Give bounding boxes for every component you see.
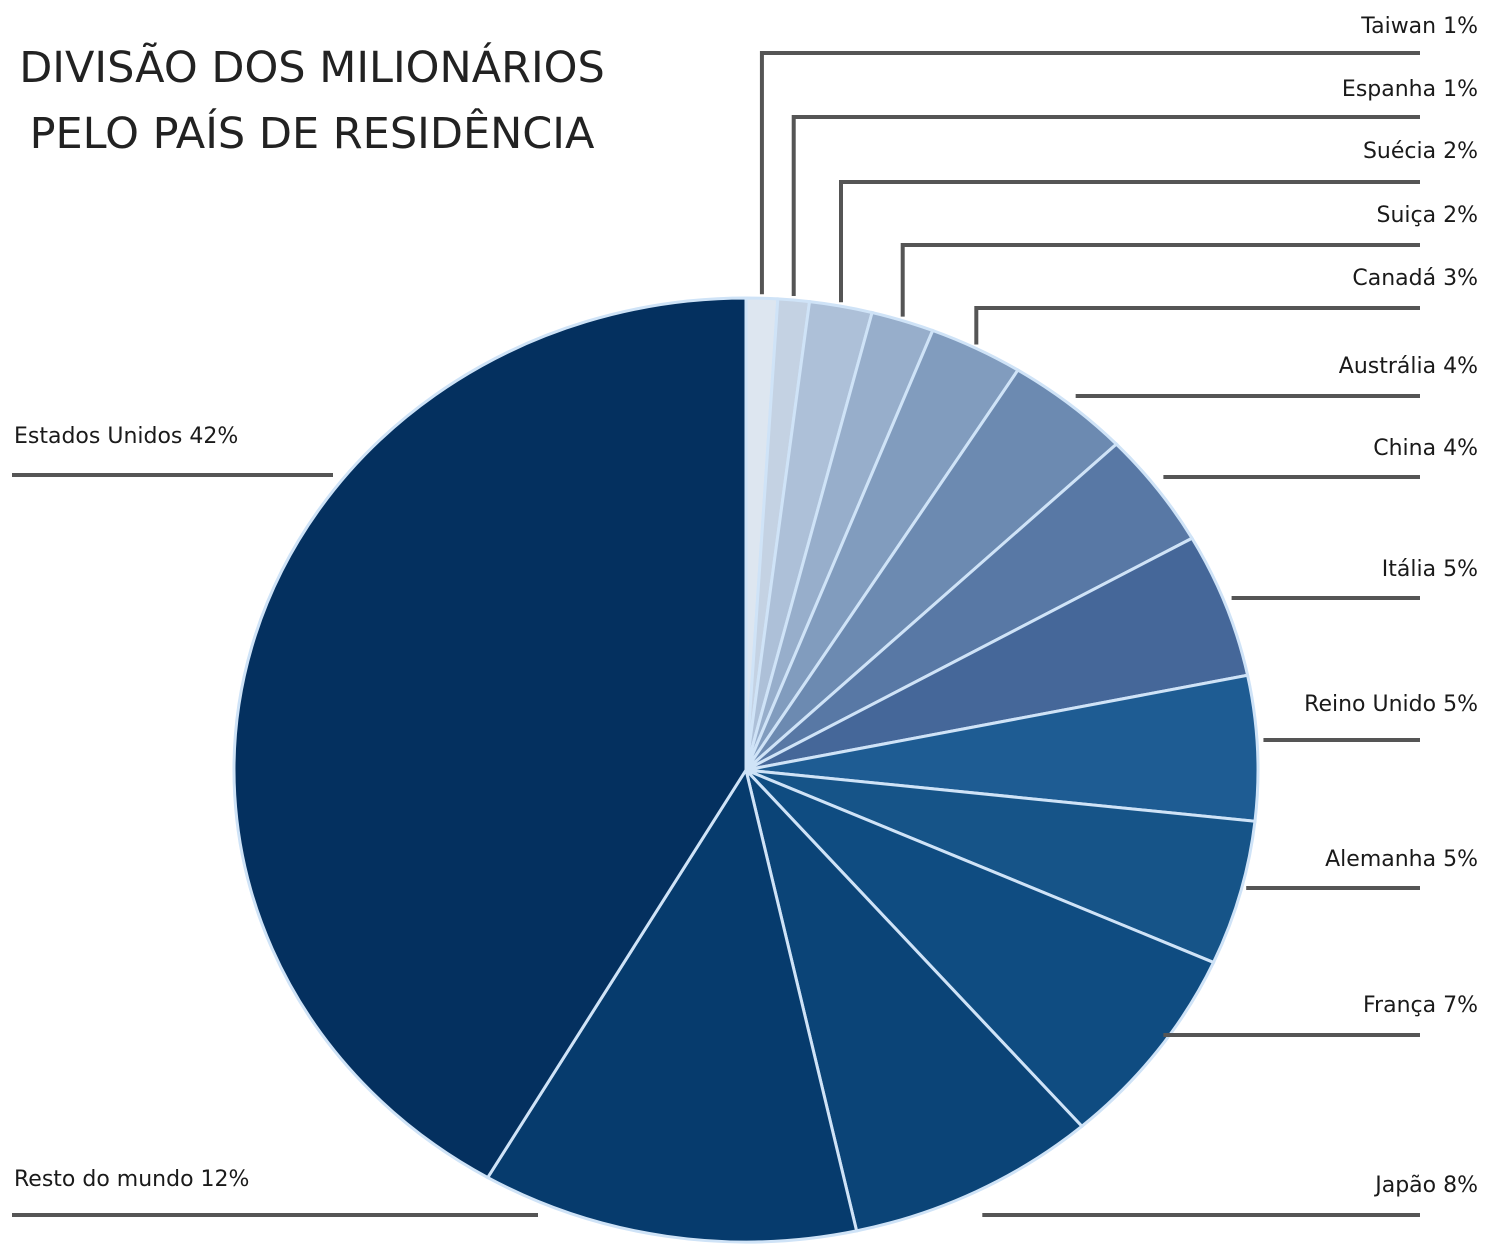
leader-lines bbox=[12, 51, 1420, 1217]
pie-slice-resto-do-mundo-12 bbox=[485, 766, 859, 1244]
chart-title-line-2: PELO PAÍS DE RESIDÊNCIA bbox=[30, 108, 595, 159]
leader-line-suica-2 bbox=[900, 243, 1420, 317]
slice-label-canada-3: Canadá 3% bbox=[1352, 266, 1478, 291]
slice-label-franca-7: França 7% bbox=[1363, 993, 1478, 1018]
slice-label-alemanha-5: Alemanha 5% bbox=[1325, 847, 1478, 872]
slice-label-espanha-1: Espanha 1% bbox=[1342, 77, 1478, 102]
pie-slice-italia-5 bbox=[745, 536, 1250, 772]
slice-label-estados-unidos-42: Estados Unidos 42% bbox=[14, 424, 238, 449]
pie-slice-reino-unido-5 bbox=[745, 673, 1260, 823]
leader-line-suecia-2 bbox=[839, 180, 1420, 303]
slice-label-suica-2: Suiça 2% bbox=[1377, 203, 1479, 228]
slice-label-australia-4: Austrália 4% bbox=[1339, 354, 1478, 379]
chart-title-line-1: DIVISÃO DOS MILIONÁRIOS bbox=[19, 42, 605, 93]
leader-line-taiwan-1 bbox=[759, 51, 1420, 295]
pie-slice-alemanha-5 bbox=[745, 768, 1257, 965]
pie-slice-franca-7 bbox=[744, 768, 1216, 1129]
leader-line-canada-3 bbox=[974, 306, 1420, 345]
slice-label-japao-8: Japão 8% bbox=[1373, 1173, 1478, 1198]
slice-label-resto-do-mundo-12: Resto do mundo 12% bbox=[14, 1167, 249, 1192]
slice-label-china-4: China 4% bbox=[1373, 436, 1478, 461]
pie-slices bbox=[232, 296, 1260, 1244]
pie-slice-estados-unidos-42 bbox=[232, 296, 748, 1180]
slice-label-taiwan-1: Taiwan 1% bbox=[1360, 14, 1478, 39]
slice-label-reino-unido-5: Reino Unido 5% bbox=[1304, 692, 1478, 717]
slice-label-italia-5: Itália 5% bbox=[1382, 557, 1478, 582]
slice-label-suecia-2: Suécia 2% bbox=[1363, 139, 1478, 164]
slice-labels: Taiwan 1% Espanha 1% Suécia 2% Suiça 2% Cana… bbox=[14, 14, 1478, 1198]
leader-line-espanha-1 bbox=[791, 115, 1420, 297]
